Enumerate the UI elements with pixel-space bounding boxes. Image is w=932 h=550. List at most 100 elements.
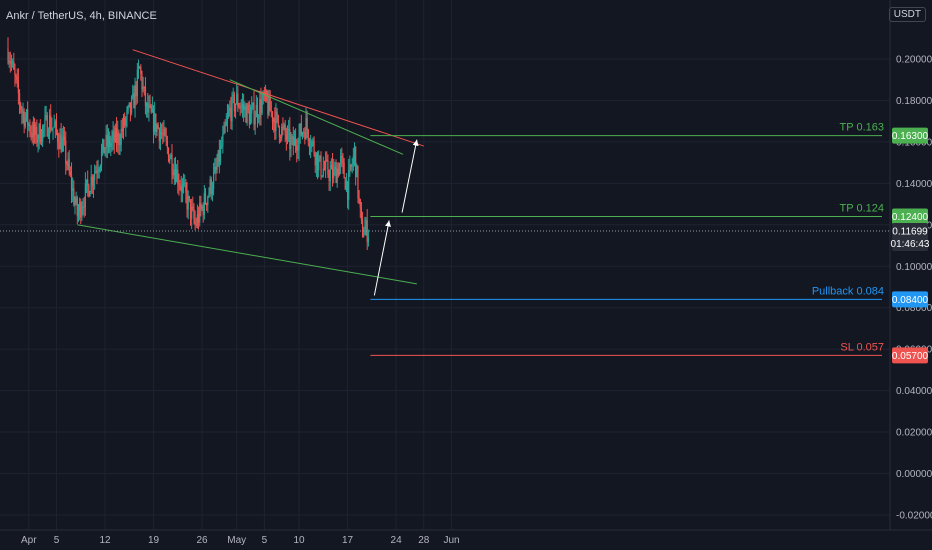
- candle-body: [241, 104, 244, 106]
- time-tick-label: 28: [418, 535, 430, 546]
- candle-body: [63, 136, 66, 141]
- candle-body: [107, 136, 110, 147]
- candle-body: [352, 155, 354, 165]
- candle-body: [25, 109, 28, 118]
- candle-body: [263, 92, 266, 96]
- candle-body: [364, 228, 366, 235]
- candle-body: [106, 134, 108, 147]
- candle-body: [82, 206, 84, 211]
- candle-body: [18, 93, 21, 104]
- candle-body: [169, 158, 171, 162]
- candle-body: [313, 141, 315, 155]
- candle-body: [237, 93, 239, 107]
- candle-body: [85, 179, 88, 184]
- candle-body: [69, 171, 71, 175]
- price-tick-label: -0.02000: [896, 510, 932, 521]
- candle-body: [22, 111, 24, 113]
- candle-body: [89, 191, 91, 197]
- candle-body: [178, 184, 180, 186]
- candle-body: [187, 196, 189, 210]
- symbol-title: Ankr / TetherUS, 4h, BINANCE: [6, 10, 157, 22]
- candle-body: [128, 102, 130, 107]
- candle-body: [293, 137, 296, 146]
- candle-body: [336, 168, 338, 183]
- candle-body: [83, 206, 85, 208]
- candle-body: [45, 115, 47, 118]
- candle-body: [195, 223, 197, 225]
- candle-body: [76, 197, 78, 216]
- candle-body: [105, 134, 107, 149]
- candle-body: [70, 174, 73, 191]
- candle-body: [248, 110, 250, 125]
- currency-selector[interactable]: USDT: [888, 7, 926, 22]
- candle-body: [65, 140, 67, 164]
- candle-body: [72, 188, 74, 191]
- candle-body: [194, 219, 196, 224]
- candle-body: [165, 135, 167, 141]
- candle-body: [199, 202, 201, 223]
- level-price-tag-text: 0.05700: [892, 351, 929, 362]
- candle-body: [193, 208, 195, 220]
- candle-body: [342, 157, 344, 163]
- candle-body: [174, 169, 177, 183]
- candle-body: [312, 141, 314, 143]
- candle-body: [238, 106, 240, 108]
- candle-body: [358, 197, 360, 200]
- forecast-arrow: [373, 220, 391, 296]
- candle-body: [16, 77, 18, 80]
- candle-body: [166, 140, 168, 149]
- time-tick-label: 5: [262, 535, 268, 546]
- candle-body: [207, 196, 209, 206]
- candle-body: [87, 179, 89, 186]
- candle-body: [303, 132, 305, 134]
- candle-body: [211, 189, 214, 195]
- candle-body: [28, 123, 30, 126]
- candle-body: [149, 105, 151, 107]
- candle-body: [42, 126, 44, 142]
- candle-body: [219, 146, 222, 163]
- candle-body: [51, 128, 53, 130]
- candle-body: [270, 111, 272, 113]
- candle-body: [191, 206, 193, 219]
- current-price-tag: [892, 223, 928, 252]
- candle-body: [9, 61, 11, 64]
- candle-body: [181, 184, 184, 192]
- candle-body: [132, 93, 134, 98]
- candle-body: [290, 139, 292, 150]
- candle-body: [113, 131, 115, 143]
- candle-body: [150, 105, 152, 113]
- candle-body: [148, 105, 150, 113]
- candle-body: [92, 180, 95, 186]
- candle-body: [13, 61, 15, 70]
- level-price-tag: [892, 127, 928, 144]
- candle-body: [360, 207, 363, 220]
- forecast-arrow: [401, 139, 419, 213]
- candle-body: [98, 169, 100, 172]
- candle-body: [154, 113, 156, 132]
- price-tick-label: 0.18000: [896, 96, 932, 107]
- candle-body: [350, 164, 352, 167]
- level-label: SL 0.057: [840, 341, 884, 353]
- candle-body: [340, 155, 342, 164]
- time-tick-label: 24: [391, 535, 403, 546]
- drawing-tools: TP 0.163 TP 0.124 Pullback 0.084 SL 0.057: [0, 49, 890, 356]
- candle-body: [30, 131, 32, 133]
- candle-body: [294, 137, 297, 146]
- candle-body: [365, 220, 367, 229]
- candle-body: [197, 214, 200, 223]
- candle-body: [355, 146, 357, 178]
- candle-body: [244, 106, 246, 110]
- time-tick-label: 5: [54, 535, 60, 546]
- time-tick-label: 12: [99, 535, 111, 546]
- candle-body: [117, 132, 119, 144]
- candle-body: [17, 79, 19, 94]
- candle-body: [77, 210, 80, 216]
- candle-body: [315, 152, 317, 166]
- candle-body: [134, 85, 136, 109]
- candle-body: [363, 234, 365, 237]
- candle-body: [308, 141, 311, 148]
- candle-body: [59, 134, 61, 149]
- candle-body: [323, 168, 326, 170]
- candle-body: [163, 128, 165, 135]
